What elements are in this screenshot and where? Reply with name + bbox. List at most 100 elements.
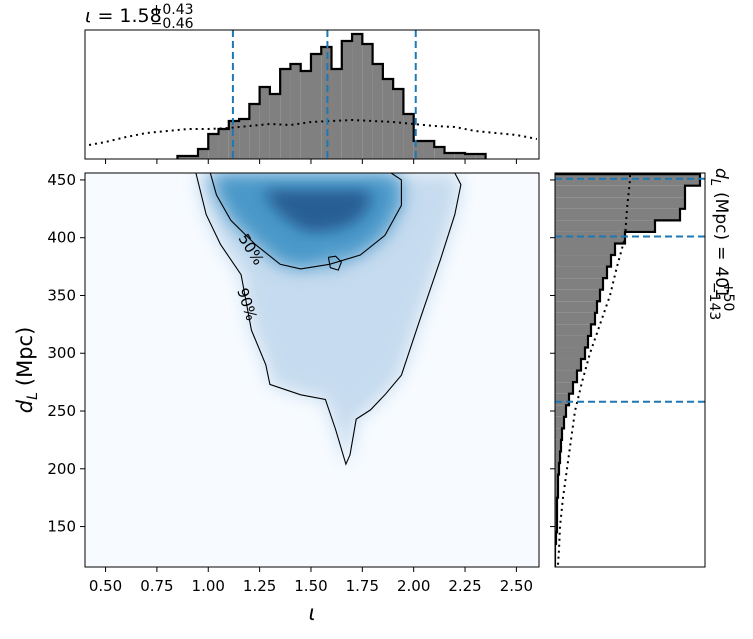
hist-bar [423,141,435,159]
hist-bar [555,370,577,383]
y-axis-label: dL (Mpc) [13,327,41,414]
y-label-sub: L [25,392,41,400]
hist-bar [555,231,625,244]
side-eq: = [711,246,731,260]
title-plus: +50 [720,282,736,312]
hist-bar [465,154,476,159]
hist-bar [555,197,685,209]
y-tick-label: 250 [47,402,76,420]
prior-line [557,173,631,565]
hist-bar [228,121,240,159]
hist-bar [300,71,311,159]
hist-bar [187,156,198,159]
panel-frame [84,29,540,160]
hist-outline [555,173,702,567]
hist-bar [555,382,573,394]
hist-bar [434,147,445,159]
hist-bar [259,87,270,159]
y-tick-label: 200 [47,460,76,478]
y-tick-label: 450 [47,171,76,189]
main-panel [195,173,462,466]
y-tick-label: 400 [47,229,76,247]
hist-bar [555,428,562,440]
hist-bar [372,64,383,159]
hist-bar [555,255,611,267]
hist-bar [310,54,322,159]
x-tick-label: 1.00 [192,577,225,595]
side-sub: L [707,179,722,186]
hist-bar [555,359,581,371]
hist-bar [555,312,595,325]
x-tick-label: 2.25 [448,577,481,595]
x-tick-label: 2.50 [500,577,533,595]
hist-bar [413,141,424,159]
hist-bar [352,34,363,159]
hist-bar [555,474,558,487]
hist-bar [382,79,394,159]
hist-bar [555,220,655,232]
title-symbol: ι [85,5,91,27]
hist-bar [249,104,260,159]
hist-bar [555,185,685,198]
hist-bar [555,486,558,498]
hist-bar [177,156,188,159]
hist-bar [290,64,301,159]
hist-bar [555,174,700,186]
hist-bar [403,114,414,159]
prior-line [88,118,538,146]
hist-bar [555,405,566,417]
title: ι = 1.58+0.43−0.46 [85,2,194,32]
title-text: ι = 1.58 [85,5,162,27]
hist-bar [555,463,559,475]
title-value: 1.58 [119,5,161,27]
y-tick-label: 150 [47,518,76,536]
hist-bar [555,451,560,464]
panel-frame [554,172,706,568]
title-minus: −0.46 [151,16,194,32]
x-tick-label: 0.50 [89,577,122,595]
side-unit: (Mpc) [711,192,731,240]
x-tick-label: 2.00 [397,577,430,595]
density-core [264,189,370,234]
y-label-symbol: d [13,399,37,413]
x-tick-label: 1.50 [294,577,327,595]
contour-line [195,173,462,466]
y-tick-label: 350 [47,286,76,304]
title-eq: = [97,5,113,27]
hist-bar [331,69,342,159]
hist-bar [555,439,561,452]
hist-bar [555,278,603,290]
y-tick-label: 300 [47,344,76,362]
hist-bar [454,153,466,159]
x-tick-label: 1.75 [346,577,379,595]
x-tick-label: 1.25 [243,577,276,595]
right-panel [555,173,705,567]
hist-bar [555,289,600,302]
hist-bar [555,324,591,336]
side-symbol: d [711,168,731,179]
hist-bar [393,89,404,159]
hist-bar [555,301,597,313]
hist-bar [555,208,680,221]
hist-bar [280,69,291,159]
hist-bar [475,154,486,159]
hist-bar [555,243,615,256]
title-text: dL (Mpc) = 401 [707,168,731,299]
hist-bar [197,149,209,159]
axes: 50%90%0.50 0.75 1.00 1.25 1.50 1.75 2.00 2.25 2.… [13,2,736,625]
side-value: 401 [711,266,731,298]
hist-bar [555,393,569,406]
x-axis-label: ι [308,601,315,625]
hist-bar [208,134,219,159]
contour-line [209,173,402,271]
hist-bar [269,94,281,159]
hist-bar [341,41,353,159]
top-panel [88,30,538,159]
hist-bar [555,347,585,360]
hist-bar [555,266,607,279]
hist-bar [321,47,332,159]
hist-outline [176,32,487,159]
hist-bar [555,335,588,348]
hist-bar [444,153,455,159]
hist-bar [239,119,250,159]
